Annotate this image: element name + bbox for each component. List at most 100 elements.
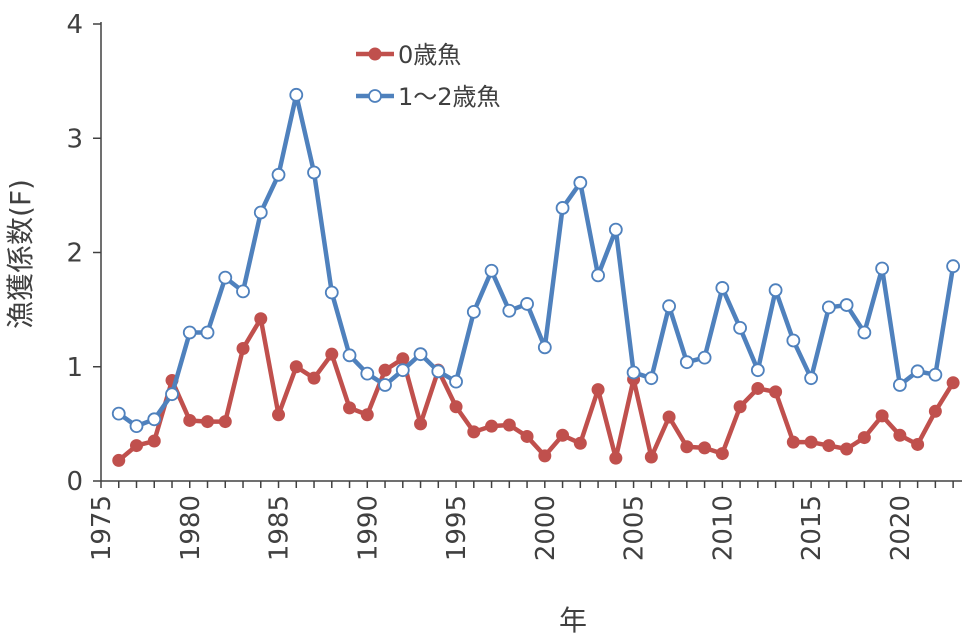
data-point — [892, 378, 907, 392]
data-point — [786, 333, 801, 348]
data-point — [928, 367, 943, 382]
data-point — [804, 371, 819, 386]
data-point — [307, 165, 321, 180]
data-point — [538, 449, 552, 463]
data-point — [822, 439, 836, 453]
data-point — [218, 415, 232, 429]
data-point — [325, 347, 339, 361]
data-point — [679, 355, 694, 370]
y-tick-label: 0 — [66, 467, 83, 497]
data-point — [467, 425, 481, 439]
x-axis-title: 年 — [559, 604, 587, 637]
data-point — [324, 285, 339, 300]
x-tick-label: 1980 — [176, 495, 206, 561]
data-point — [839, 298, 854, 312]
data-point — [573, 175, 588, 190]
data-point — [786, 435, 800, 449]
data-point — [272, 408, 286, 422]
series-line — [117, 92, 956, 429]
data-point — [182, 325, 197, 340]
data-point — [946, 376, 960, 390]
data-point — [804, 435, 818, 449]
data-point — [200, 325, 215, 340]
data-point — [414, 417, 428, 431]
x-tick-label: 2000 — [531, 495, 561, 561]
y-tick-label: 4 — [66, 10, 83, 40]
data-point — [911, 437, 925, 451]
data-point — [466, 305, 481, 319]
data-point — [218, 270, 233, 285]
data-point — [502, 303, 517, 318]
data-point — [520, 429, 534, 443]
data-point — [271, 167, 286, 182]
data-point — [946, 259, 961, 274]
legend-item: 0歳魚 — [356, 41, 461, 69]
y-axis-title: 漁獲係数(F) — [4, 179, 37, 329]
data-point — [751, 381, 765, 395]
data-point — [112, 453, 126, 467]
data-point — [733, 400, 747, 414]
data-point — [857, 325, 872, 340]
data-point — [201, 415, 215, 429]
series-0 — [112, 312, 960, 467]
data-point — [928, 404, 942, 418]
data-point — [680, 440, 694, 454]
data-point — [343, 401, 357, 415]
data-point — [821, 300, 836, 315]
data-point — [644, 371, 659, 386]
axes: 0 1 2 3 4 1975 1980 1985 1990 1995 2000 2005 2010 201… — [66, 10, 962, 561]
data-point — [733, 321, 747, 335]
data-point — [698, 441, 712, 455]
x-tick-label: 2015 — [797, 495, 827, 561]
data-point — [556, 428, 570, 442]
data-point — [413, 347, 428, 362]
data-point — [485, 419, 499, 433]
data-point — [183, 413, 197, 427]
x-tick-label: 1975 — [87, 495, 117, 561]
data-point — [111, 406, 126, 421]
legend-marker — [368, 47, 382, 61]
data-point — [750, 363, 765, 378]
x-tick-label: 1985 — [265, 495, 295, 561]
data-point — [662, 410, 676, 424]
data-point — [609, 451, 623, 465]
data-point — [360, 366, 375, 381]
data-point — [378, 378, 392, 392]
data-point — [875, 409, 889, 423]
data-point — [875, 261, 890, 276]
data-point — [449, 400, 463, 414]
data-point — [342, 348, 357, 363]
legend-label: 1～2歳魚 — [398, 83, 501, 111]
data-point — [236, 284, 250, 299]
x-tick-label: 1990 — [353, 495, 383, 561]
data-point — [857, 431, 871, 445]
data-point — [253, 205, 268, 220]
legend: 0歳魚 1～2歳魚 — [356, 41, 501, 111]
data-point — [289, 360, 303, 374]
data-point — [147, 434, 161, 448]
data-point — [893, 428, 907, 442]
data-point — [697, 350, 712, 365]
data-point — [626, 365, 641, 380]
data-point — [129, 419, 144, 434]
data-point — [608, 222, 623, 237]
data-point — [130, 439, 144, 453]
data-point — [449, 374, 463, 389]
data-point — [537, 340, 552, 355]
x-tick-label: 1995 — [442, 495, 472, 561]
data-point — [289, 87, 304, 102]
data-point — [484, 263, 499, 278]
data-point — [840, 442, 854, 456]
data-point — [236, 341, 250, 355]
data-point — [360, 408, 374, 422]
legend-item: 1～2歳魚 — [356, 83, 501, 111]
x-tick-label: 2020 — [886, 495, 916, 561]
data-point — [378, 363, 392, 377]
data-point — [573, 436, 587, 450]
y-tick-label: 1 — [66, 353, 83, 383]
data-point — [715, 281, 730, 295]
data-point — [715, 447, 729, 461]
data-point — [591, 268, 605, 283]
series-layer — [111, 87, 961, 467]
data-point — [768, 283, 783, 298]
